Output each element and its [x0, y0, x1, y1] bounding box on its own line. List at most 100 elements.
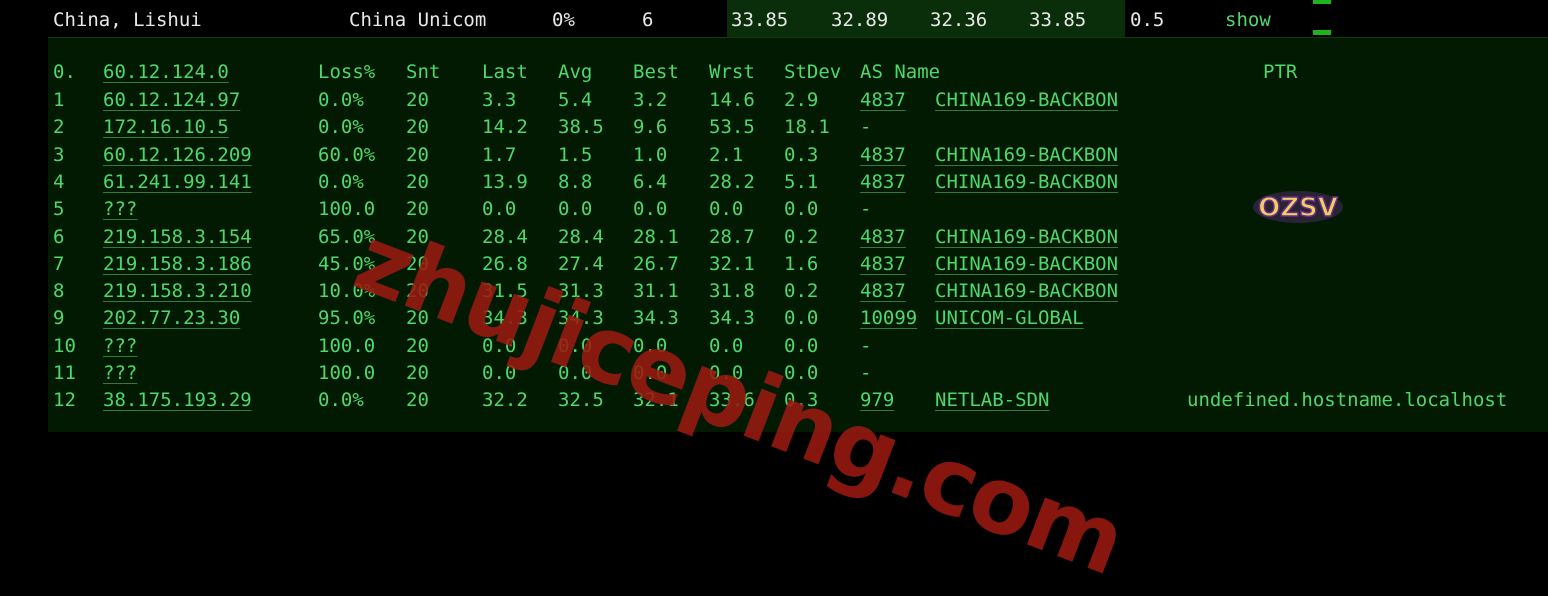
cell-loss: 65.0% — [318, 225, 376, 248]
cell-asn[interactable]: 4837 — [860, 143, 906, 166]
table-row: 11??? 100.0 20 0.0 0.0 0.0 0.0 0.0 - — [0, 362, 1548, 388]
header-loss: Loss% — [318, 61, 376, 83]
cell-snt: 20 — [406, 362, 429, 384]
cell-avg: 27.4 — [558, 252, 604, 275]
cell-snt: 20 — [406, 116, 429, 139]
show-link[interactable]: show — [1225, 9, 1271, 31]
cell-stdev: 0.0 — [784, 334, 819, 357]
cell-loss: 45.0% — [318, 252, 376, 275]
cell-as-name[interactable]: CHINA169-BACKBON — [935, 252, 1119, 275]
table-row: 3 60.12.126.209 60.0% 20 1.7 1.5 1.0 2.1 0.3 4837… — [0, 144, 1548, 170]
cell-asn[interactable]: 4837 — [860, 225, 906, 248]
cell-loss: 0.0% — [318, 116, 364, 139]
table-row: 5??? 100.0 20 0.0 0.0 0.0 0.0 0.0 - — [0, 198, 1548, 224]
worst: 33.85 — [1029, 9, 1087, 31]
cell-hop: 5 — [53, 198, 65, 221]
cell-stdev: 0.0 — [784, 198, 819, 221]
cell-stdev: 2.9 — [784, 89, 819, 111]
header-best: Best — [633, 61, 679, 83]
cell-host[interactable]: 219.158.3.154 — [103, 225, 252, 248]
cell-wrst: 33.6 — [709, 389, 755, 412]
cell-stdev: 0.2 — [784, 225, 819, 248]
table-header: 0. 60.12.124.0 Loss% Snt Last Avg Best Wrst StDe… — [0, 61, 1548, 87]
cell-asn[interactable]: 10099 — [860, 307, 918, 330]
cell-avg: 32.5 — [558, 389, 604, 412]
last: 33.85 — [731, 9, 789, 31]
cell-host[interactable]: 61.241.99.141 — [103, 170, 252, 193]
cell-loss: 95.0% — [318, 307, 376, 330]
table-row: 4 61.241.99.141 0.0% 20 13.9 8.8 6.4 28.2 5.1 483… — [0, 171, 1548, 197]
cell-as-name[interactable]: CHINA169-BACKBON — [935, 225, 1119, 248]
cell-wrst: 53.5 — [709, 116, 755, 139]
cell-best: 28.1 — [633, 225, 679, 248]
cell-as-name[interactable]: CHINA169-BACKBON — [935, 280, 1119, 303]
cell-as-name[interactable]: NETLAB-SDN — [935, 389, 1050, 412]
cell-asn[interactable]: 4837 — [860, 252, 906, 275]
cell-host[interactable]: 60.12.126.209 — [103, 143, 252, 166]
cell-wrst: 32.1 — [709, 252, 755, 275]
cell-asn[interactable]: 979 — [860, 389, 895, 412]
table-row: 1 60.12.124.97 0.0% 20 3.3 5.4 3.2 14.6 2.9 4837 C… — [0, 89, 1548, 115]
header-host[interactable]: 60.12.124.0 — [103, 61, 229, 83]
cell-wrst: 28.7 — [709, 225, 755, 248]
cell-best: 9.6 — [633, 116, 668, 139]
cell-stdev: 0.0 — [784, 307, 819, 330]
cell-last: 3.3 — [482, 89, 517, 111]
cell-host[interactable]: 219.158.3.186 — [103, 252, 252, 275]
cell-hop: 10 — [53, 334, 76, 357]
cell-host[interactable]: ??? — [103, 334, 138, 357]
cell-loss: 10.0% — [318, 280, 376, 303]
cell-snt: 20 — [406, 198, 429, 221]
cell-host[interactable]: 60.12.124.97 — [103, 89, 241, 111]
cell-hop: 8 — [53, 280, 65, 303]
cell-best: 6.4 — [633, 170, 668, 193]
cell-hop: 9 — [53, 307, 65, 330]
cell-best: 3.2 — [633, 89, 668, 111]
cell-host[interactable]: 219.158.3.210 — [103, 280, 252, 303]
cell-hop: 4 — [53, 170, 65, 193]
cell-asn[interactable]: 4837 — [860, 89, 906, 111]
cell-last: 34.3 — [482, 307, 528, 330]
cell-as-name[interactable]: CHINA169-BACKBON — [935, 89, 1119, 111]
cell-best: 0.0 — [633, 198, 668, 221]
cell-as-name[interactable]: CHINA169-BACKBON — [935, 170, 1119, 193]
cell-asn: - — [860, 116, 872, 139]
cell-host[interactable]: 172.16.10.5 — [103, 116, 229, 139]
count: 6 — [642, 9, 654, 31]
cell-avg: 34.3 — [558, 307, 604, 330]
cell-host[interactable]: 202.77.23.30 — [103, 307, 241, 330]
header-as-name: AS Name — [860, 61, 941, 83]
cell-as-name[interactable]: CHINA169-BACKBON — [935, 143, 1119, 166]
cell-stdev: 18.1 — [784, 116, 830, 139]
table-row: 2 172.16.10.5 0.0% 20 14.2 38.5 9.6 53.5 18.1 - — [0, 116, 1548, 142]
cell-hop: 12 — [53, 389, 76, 412]
cell-wrst: 0.0 — [709, 362, 744, 384]
cell-host[interactable]: ??? — [103, 198, 138, 221]
cell-wrst: 0.0 — [709, 334, 744, 357]
table-row: 8 219.158.3.210 10.0% 20 31.5 31.3 31.1 31.8 0.2… — [0, 280, 1548, 306]
cell-avg: 28.4 — [558, 225, 604, 248]
cell-snt: 20 — [406, 389, 429, 412]
cell-host[interactable]: ??? — [103, 362, 138, 384]
location: China, Lishui — [53, 9, 202, 31]
cell-best: 34.3 — [633, 307, 679, 330]
cell-wrst: 0.0 — [709, 198, 744, 221]
traceroute-panel — [48, 37, 1548, 432]
loss: 0% — [552, 9, 575, 31]
cell-last: 14.2 — [482, 116, 528, 139]
cell-snt: 20 — [406, 170, 429, 193]
cell-host[interactable]: 38.175.193.29 — [103, 389, 252, 412]
cell-best: 0.0 — [633, 334, 668, 357]
cell-as-name[interactable]: UNICOM-GLOBAL — [935, 307, 1084, 330]
cell-best: 32.1 — [633, 389, 679, 412]
cell-last: 31.5 — [482, 280, 528, 303]
cell-loss: 0.0% — [318, 170, 364, 193]
cell-asn: - — [860, 362, 872, 384]
cell-last: 28.4 — [482, 225, 528, 248]
cell-snt: 20 — [406, 280, 429, 303]
cell-loss: 0.0% — [318, 89, 364, 111]
cell-asn[interactable]: 4837 — [860, 170, 906, 193]
cell-avg: 0.0 — [558, 198, 593, 221]
cell-avg: 0.0 — [558, 362, 593, 384]
cell-asn[interactable]: 4837 — [860, 280, 906, 303]
